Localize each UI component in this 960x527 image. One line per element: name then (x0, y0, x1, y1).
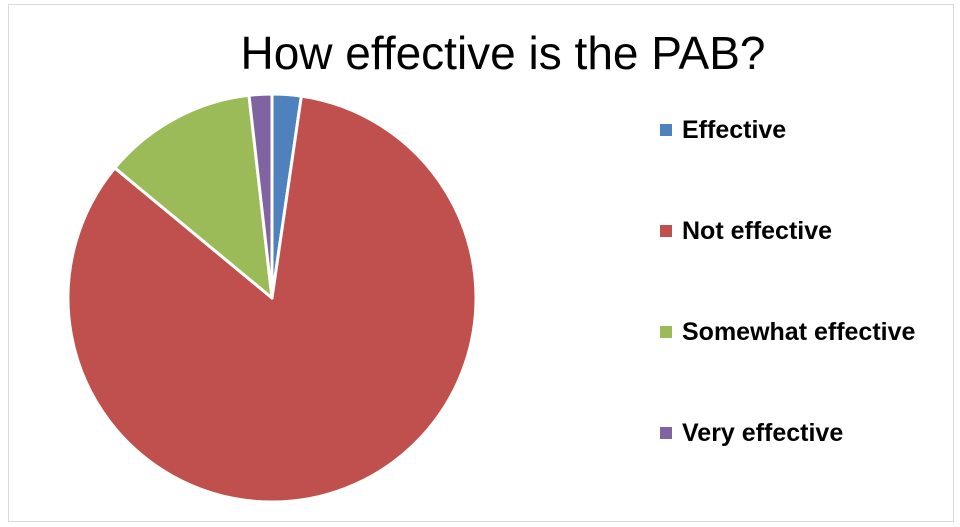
legend-item-very-effective: Very effective (660, 415, 950, 451)
legend-label-effective: Effective (682, 115, 787, 144)
legend-item-not-effective: Not effective (660, 213, 950, 249)
legend-item-somewhat-effective: Somewhat effective (660, 314, 950, 350)
pie-slice-somewhat-effective (113, 93, 274, 300)
legend-swatch-not-effective (660, 225, 672, 237)
legend-label-not-effective: Not effective (682, 216, 833, 245)
chart-title: How effective is the PAB? (240, 27, 766, 79)
legend: Effective Not effective Somewhat effecti… (660, 112, 950, 516)
legend-swatch-very-effective (660, 427, 672, 439)
legend-label-very-effective: Very effective (682, 418, 844, 447)
legend-swatch-somewhat-effective (660, 326, 672, 338)
pie-slice-very-effective (247, 92, 274, 300)
legend-label-somewhat-effective: Somewhat effective (682, 317, 916, 346)
legend-swatch-effective (660, 124, 672, 136)
legend-item-effective: Effective (660, 112, 950, 148)
